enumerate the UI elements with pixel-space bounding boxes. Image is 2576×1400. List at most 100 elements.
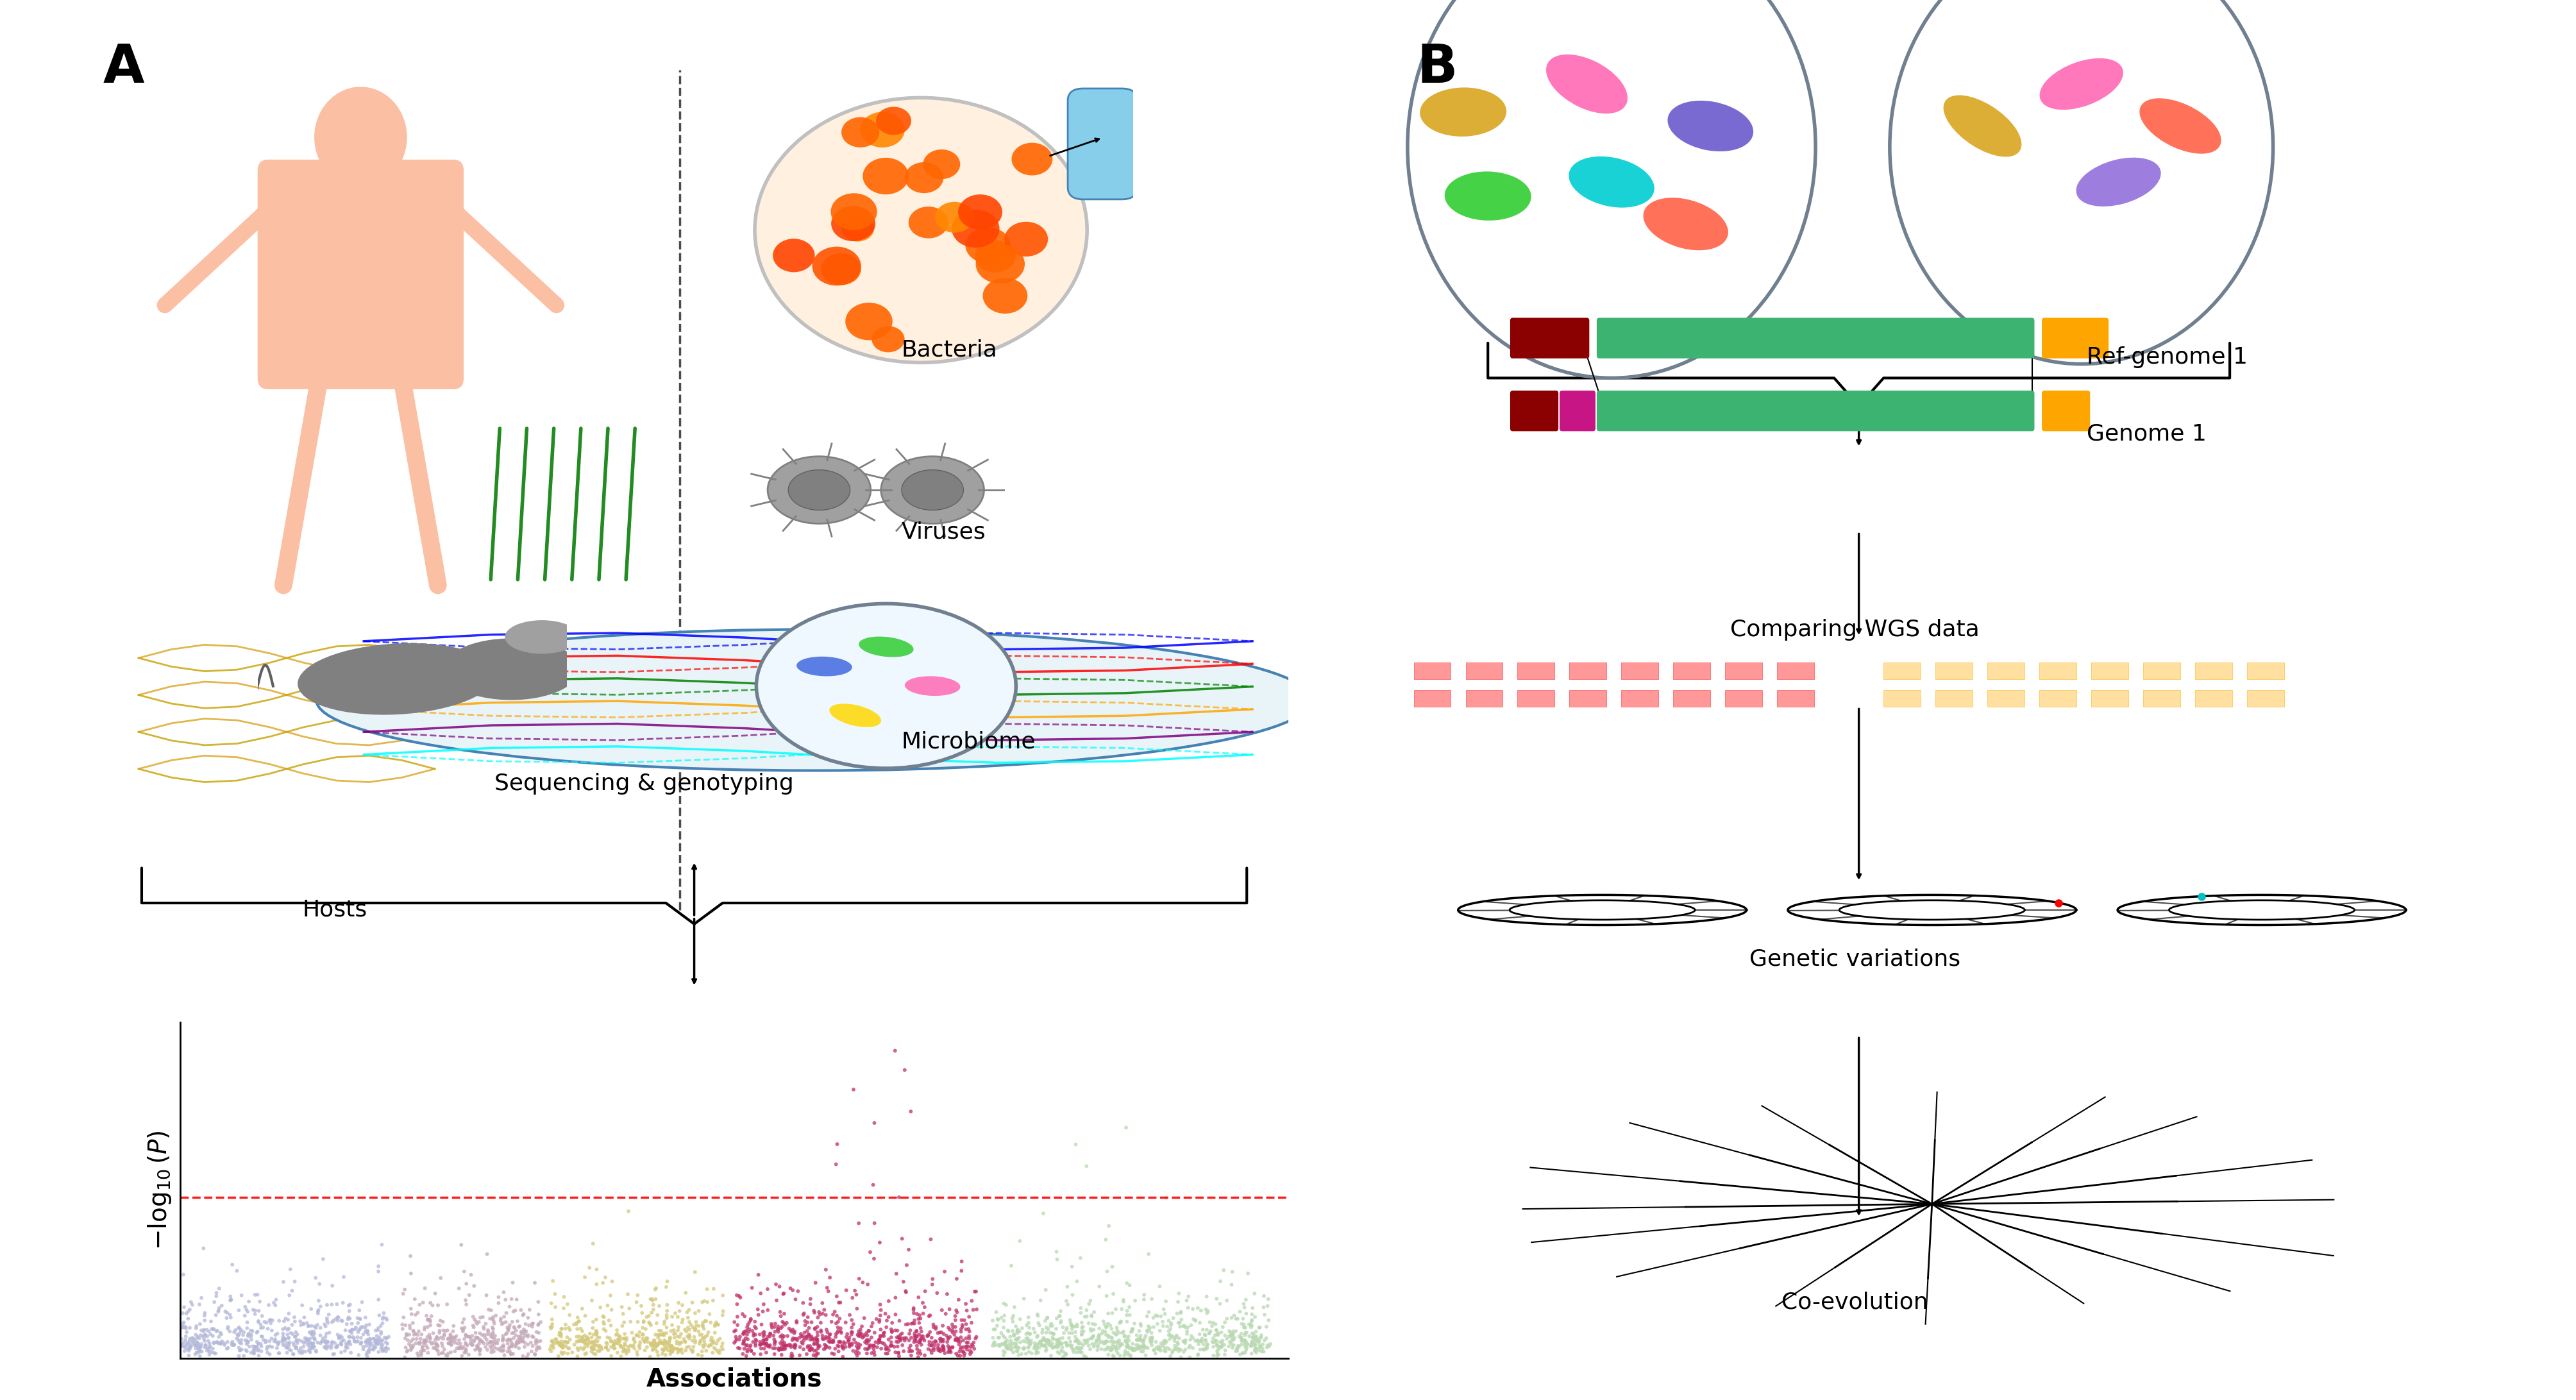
Point <box>538 1331 580 1354</box>
Point <box>162 1312 204 1334</box>
Point <box>809 1326 850 1348</box>
Point <box>1087 1336 1128 1358</box>
Point <box>894 1326 935 1348</box>
Point <box>775 1310 817 1333</box>
Point <box>737 1303 778 1326</box>
Point <box>716 1319 757 1341</box>
Point <box>291 1337 332 1359</box>
Point <box>611 1336 652 1358</box>
Point <box>732 1340 773 1362</box>
Point <box>268 1327 309 1350</box>
Point <box>482 1334 523 1357</box>
Point <box>768 1333 809 1355</box>
Point <box>312 1274 353 1296</box>
Point <box>997 1336 1038 1358</box>
Point <box>974 1319 1015 1341</box>
Point <box>556 1306 598 1329</box>
Point <box>598 1329 639 1351</box>
Point <box>572 1338 613 1361</box>
Point <box>688 1336 729 1358</box>
FancyBboxPatch shape <box>1989 690 2025 707</box>
Point <box>1110 1274 1151 1296</box>
Point <box>443 1308 484 1330</box>
Point <box>173 1331 214 1354</box>
Point <box>853 1112 894 1134</box>
Point <box>907 1338 948 1361</box>
Point <box>927 1327 969 1350</box>
Point <box>1144 1337 1185 1359</box>
Point <box>987 1294 1028 1316</box>
FancyBboxPatch shape <box>2195 690 2233 707</box>
Point <box>649 1336 690 1358</box>
Point <box>544 1317 585 1340</box>
Point <box>1087 1324 1128 1347</box>
Point <box>276 1326 317 1348</box>
Point <box>1020 1330 1061 1352</box>
Point <box>623 1310 665 1333</box>
Point <box>703 1284 744 1306</box>
Point <box>572 1317 613 1340</box>
Point <box>726 1338 768 1361</box>
Point <box>471 1306 513 1329</box>
Point <box>1090 1315 1131 1337</box>
Point <box>294 1320 335 1343</box>
Point <box>716 1294 757 1316</box>
Point <box>902 1292 943 1315</box>
Point <box>162 1333 204 1355</box>
Point <box>616 1324 657 1347</box>
Point <box>1036 1336 1077 1358</box>
Point <box>1036 1308 1077 1330</box>
Point <box>922 1323 963 1345</box>
Point <box>180 1313 222 1336</box>
Point <box>1030 1322 1072 1344</box>
Point <box>683 1291 724 1313</box>
Point <box>404 1319 446 1341</box>
Point <box>191 1317 232 1340</box>
Circle shape <box>935 202 974 232</box>
Point <box>435 1324 477 1347</box>
Point <box>595 1333 636 1355</box>
Point <box>907 1324 948 1347</box>
Point <box>791 1326 832 1348</box>
Point <box>788 1340 829 1362</box>
Point <box>487 1302 528 1324</box>
Point <box>1079 1326 1121 1348</box>
FancyBboxPatch shape <box>2246 690 2285 707</box>
Point <box>1097 1316 1139 1338</box>
Point <box>299 1273 340 1295</box>
Point <box>878 1345 920 1368</box>
Point <box>649 1334 690 1357</box>
Point <box>724 1337 765 1359</box>
Point <box>415 1334 456 1357</box>
Point <box>608 1200 649 1222</box>
Point <box>1164 1331 1206 1354</box>
Point <box>451 1327 492 1350</box>
Point <box>1182 1338 1224 1361</box>
Point <box>793 1302 835 1324</box>
Point <box>909 1320 951 1343</box>
Point <box>675 1302 716 1324</box>
Point <box>662 1312 703 1334</box>
Point <box>1242 1333 1283 1355</box>
Point <box>786 1327 827 1350</box>
Point <box>1090 1330 1131 1352</box>
Point <box>917 1337 958 1359</box>
Point <box>1010 1316 1051 1338</box>
Point <box>1046 1343 1087 1365</box>
Point <box>866 1336 907 1358</box>
Point <box>188 1330 229 1352</box>
Point <box>1113 1338 1154 1361</box>
Point <box>268 1326 309 1348</box>
Point <box>1061 1341 1103 1364</box>
Point <box>811 1330 853 1352</box>
Point <box>933 1336 974 1358</box>
Point <box>304 1336 345 1358</box>
FancyBboxPatch shape <box>1883 690 1922 707</box>
Point <box>884 1058 925 1081</box>
Point <box>829 1334 871 1357</box>
Point <box>938 1329 979 1351</box>
Point <box>1072 1333 1113 1355</box>
Point <box>1072 1313 1113 1336</box>
Point <box>289 1322 330 1344</box>
Point <box>742 1324 783 1347</box>
